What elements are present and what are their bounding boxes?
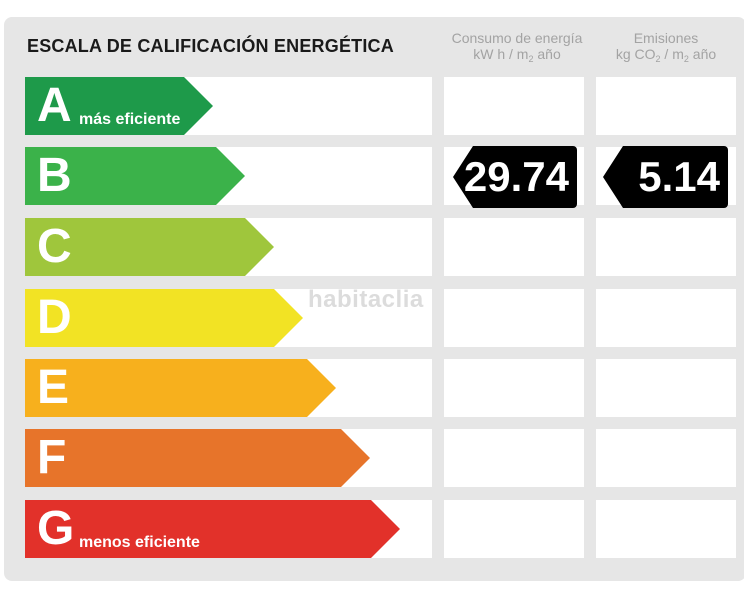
consumo-value-tag: 29.74 xyxy=(453,146,577,208)
emisiones-cell xyxy=(596,429,736,487)
consumo-cell xyxy=(444,500,584,558)
rating-caption: más eficiente xyxy=(79,111,181,128)
rating-letter: E xyxy=(37,361,70,414)
emisiones-value-tag: 5.14 xyxy=(603,146,728,208)
consumo-header: Consumo de energía kW h / m2 año xyxy=(446,30,588,67)
rating-arrow-d: D xyxy=(25,289,303,347)
rating-arrow-f: F xyxy=(25,429,370,487)
rating-letter: C xyxy=(37,220,72,273)
emisiones-cell xyxy=(596,359,736,417)
emisiones-header-line2: kg CO2 / m2 año xyxy=(615,46,717,64)
rating-arrow-e: E xyxy=(25,359,336,417)
rating-letter: A xyxy=(37,79,72,132)
consumo-header-line1: Consumo de energía xyxy=(451,30,583,46)
rating-caption: menos eficiente xyxy=(79,534,200,551)
emisiones-header: Emisiones kg CO2 / m2 año xyxy=(596,30,736,67)
emisiones-cell xyxy=(596,218,736,276)
consumo-cell xyxy=(444,77,584,135)
rating-arrow-c: C xyxy=(25,218,274,276)
consumo-header-line2: kW h / m2 año xyxy=(473,46,561,64)
consumo-cell xyxy=(444,429,584,487)
consumo-cell xyxy=(444,359,584,417)
rating-letter: G xyxy=(37,502,75,555)
scale-title: ESCALA DE CALIFICACIÓN ENERGÉTICA xyxy=(27,36,394,56)
emisiones-cell xyxy=(596,77,736,135)
watermark: habitaclia xyxy=(308,286,424,313)
rating-arrow-b: B xyxy=(25,147,245,205)
emisiones-header-line1: Emisiones xyxy=(633,30,699,46)
consumo-cell xyxy=(444,289,584,347)
consumo-cell xyxy=(444,218,584,276)
emisiones-cell xyxy=(596,289,736,347)
emisiones-cell xyxy=(596,500,736,558)
rating-letter: B xyxy=(37,149,72,202)
rating-letter: D xyxy=(37,291,72,344)
rating-letter: F xyxy=(37,431,67,484)
